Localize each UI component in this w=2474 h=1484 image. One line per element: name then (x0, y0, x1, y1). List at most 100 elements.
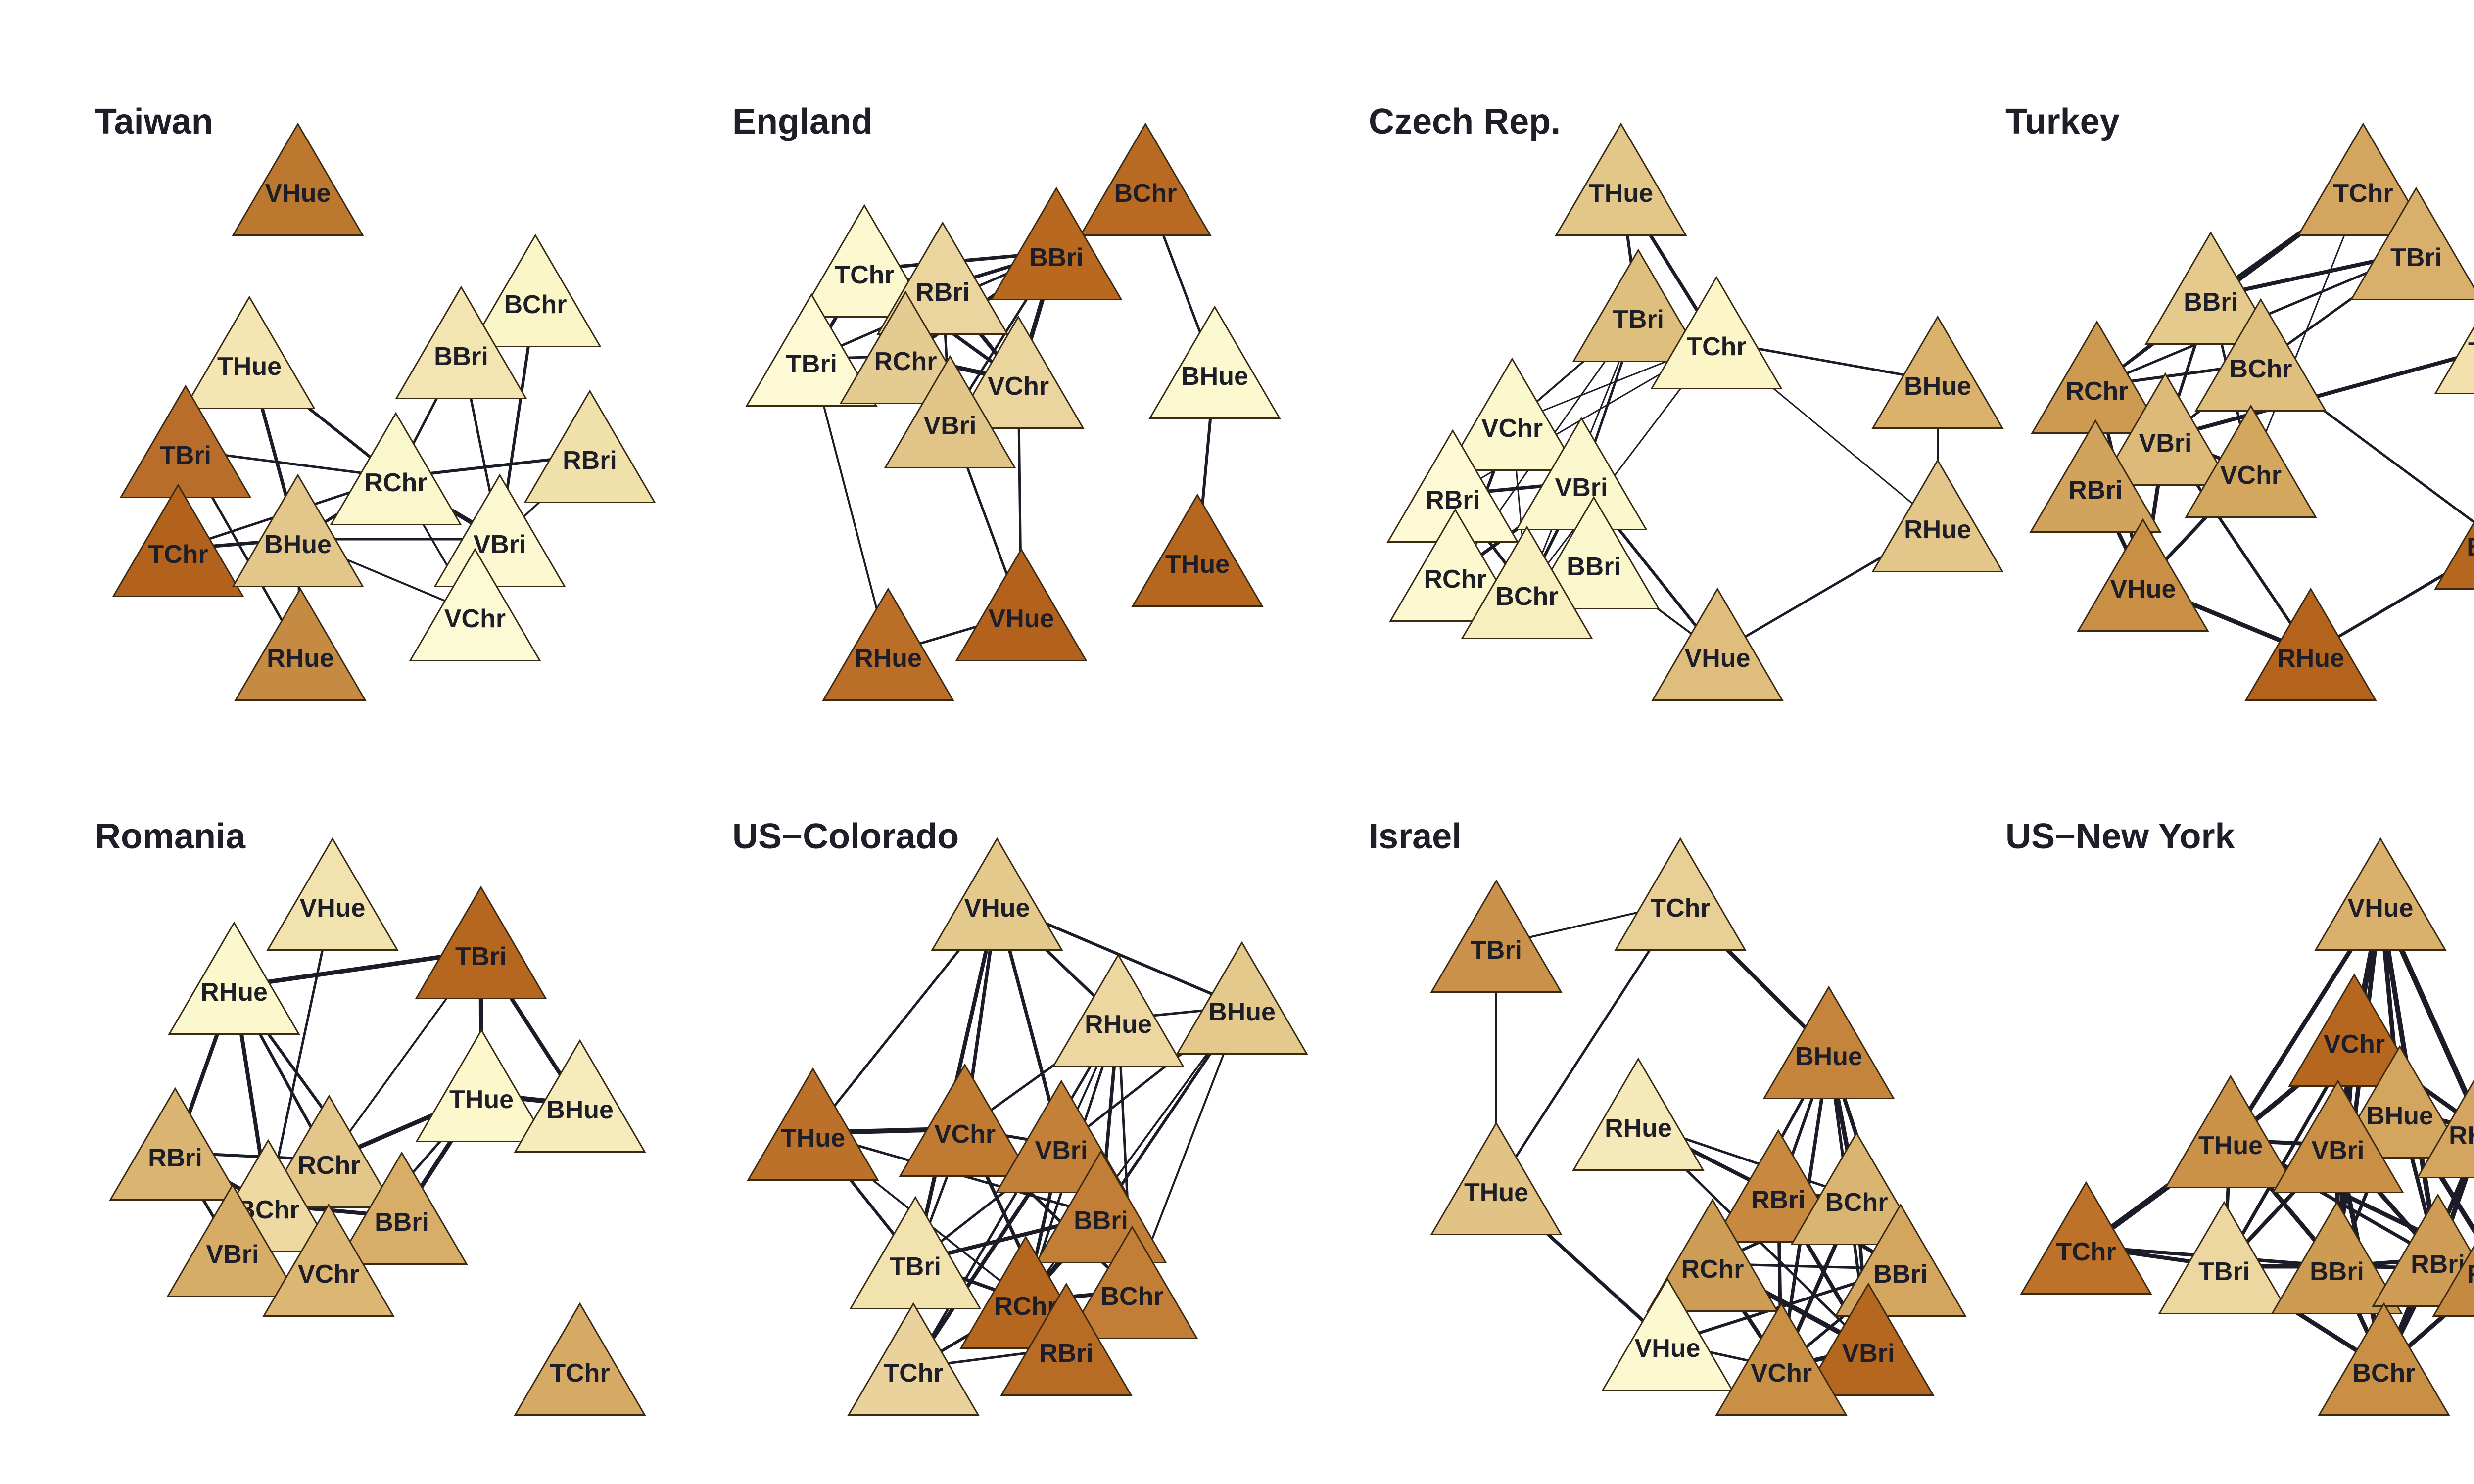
node-triangle (1066, 1225, 1198, 1339)
node-label: THue (1589, 179, 1653, 208)
node-label: BChr (1114, 179, 1177, 208)
node-label: TBri (786, 350, 837, 378)
node-triangle (2029, 419, 2162, 533)
node-label: TChr (883, 1359, 943, 1388)
node-label: RBri (563, 446, 617, 475)
node-triangle (1131, 493, 1264, 607)
node-label: BHue (1904, 372, 1971, 401)
node-triangle (2288, 973, 2421, 1087)
node-triangle (2416, 1079, 2474, 1178)
node-tbri: TBri (1572, 248, 1705, 362)
node-triangle (1572, 248, 1705, 362)
network-panel: Taiwan VHue BChr THue BBri TBri RBri RChr VBri TC… (95, 102, 656, 701)
node-rhue: RHue (2416, 1079, 2474, 1178)
node-label: TChr (550, 1359, 610, 1388)
node-bbri: BBri (990, 186, 1123, 300)
network-panel: England BChr BBri TChr RBri TBri RChr VChr VBri B… (732, 102, 1281, 701)
node-triangle (1176, 941, 1308, 1055)
node-tchr: TChr (112, 483, 244, 597)
node-triangle (1052, 953, 1185, 1067)
node-label: VBri (1842, 1339, 1895, 1368)
node-label: VHue (964, 894, 1030, 923)
node-triangle (514, 1302, 646, 1416)
node-triangle (330, 412, 462, 525)
node-tbri: TBri (415, 885, 547, 999)
node-label: TBri (2198, 1257, 2250, 1286)
node-triangle (1715, 1302, 1848, 1416)
node-vbri: VBri (884, 355, 1016, 468)
node-rchr: RChr (2031, 320, 2163, 434)
node-vchr: VChr (952, 315, 1085, 429)
node-rbri: RBri (523, 389, 656, 503)
network-panel: US−New York VHue VChr BHue THue VBri RHue TChr T… (2005, 817, 2474, 1416)
node-label: RBri (1751, 1186, 1806, 1214)
node-bbri: BBri (335, 1151, 468, 1265)
node-label: VBri (206, 1240, 259, 1269)
node-bbri: BBri (2271, 1201, 2403, 1314)
node-label: BHue (2467, 533, 2474, 561)
node-triangle (1601, 1277, 1734, 1391)
node-triangle (112, 483, 244, 597)
node-triangle (1461, 525, 1593, 639)
node-triangle (168, 921, 300, 1035)
node-bchr: BChr (1066, 1225, 1198, 1339)
node-thue: THue (183, 295, 316, 409)
node-label: THue (1464, 1178, 1528, 1207)
node-label: BBri (2184, 288, 2238, 317)
node-rhue: RHue (2244, 587, 2377, 701)
node-label: TChr (1686, 332, 1746, 361)
node-rchr: RChr (330, 412, 462, 525)
node-tbri: TBri (2350, 186, 2474, 300)
node-bbri: BBri (395, 285, 527, 399)
node-bchr: BChr (1461, 525, 1593, 639)
node-label: VChr (1751, 1359, 1812, 1388)
node-bchr: BChr (469, 233, 602, 347)
node-label: BBri (434, 342, 488, 371)
node-label: THue (2468, 337, 2474, 366)
node-triangle (2350, 186, 2474, 300)
node-bhue: BHue (1762, 985, 1895, 1099)
node-vhue: VHue (232, 122, 364, 236)
node-label: BChr (1100, 1282, 1163, 1311)
panel-title: US−Colorado (732, 817, 959, 856)
node-label: RHue (2449, 1121, 2474, 1150)
node-label: RBri (915, 278, 970, 307)
node-rbri: RBri (2029, 419, 2162, 533)
node-label: RChr (297, 1151, 360, 1180)
node-thue: THue (2164, 1074, 2297, 1188)
network-panel: Turkey TChr TBri BBri THue BChr RChr VBri VChr RB… (2005, 102, 2474, 701)
node-rhue: RHue (822, 587, 954, 701)
node-triangle (2020, 1181, 2152, 1295)
network-panel: US−Colorado VHue RHue BHue THue VChr VBri BBri T… (732, 817, 1308, 1416)
node-label: TChr (2056, 1238, 2116, 1266)
node-triangle (1871, 459, 2004, 572)
node-triangle (990, 186, 1123, 300)
node-label: VHue (1635, 1334, 1701, 1363)
node-triangle (1762, 985, 1895, 1099)
node-label: TBri (455, 942, 507, 971)
node-vbri: VBri (2099, 372, 2232, 486)
node-triangle (166, 1183, 299, 1297)
node-label: VBri (1555, 473, 1608, 502)
node-label: VHue (2110, 575, 2176, 603)
node-triangle (931, 837, 1063, 951)
node-label: BHue (264, 530, 332, 559)
node-triangle (1527, 496, 1660, 609)
node-rchr: RChr (839, 290, 972, 404)
node-label: TBri (2390, 243, 2442, 272)
node-label: RChr (2467, 1260, 2474, 1289)
node-triangle (839, 290, 972, 404)
panel-title: England (732, 102, 873, 141)
node-tchr: TChr (1614, 837, 1747, 951)
node-vchr: VChr (899, 1063, 1031, 1177)
node-triangle (469, 233, 602, 347)
node-vchr: VChr (1446, 357, 1578, 471)
node-bchr: BChr (2318, 1302, 2450, 1416)
node-label: BBri (1567, 553, 1621, 581)
node-label: VHue (265, 179, 331, 208)
node-thue: THue (1131, 493, 1264, 607)
node-triangle (847, 1302, 980, 1416)
node-triangle (952, 315, 1085, 429)
node-triangle (266, 837, 399, 951)
